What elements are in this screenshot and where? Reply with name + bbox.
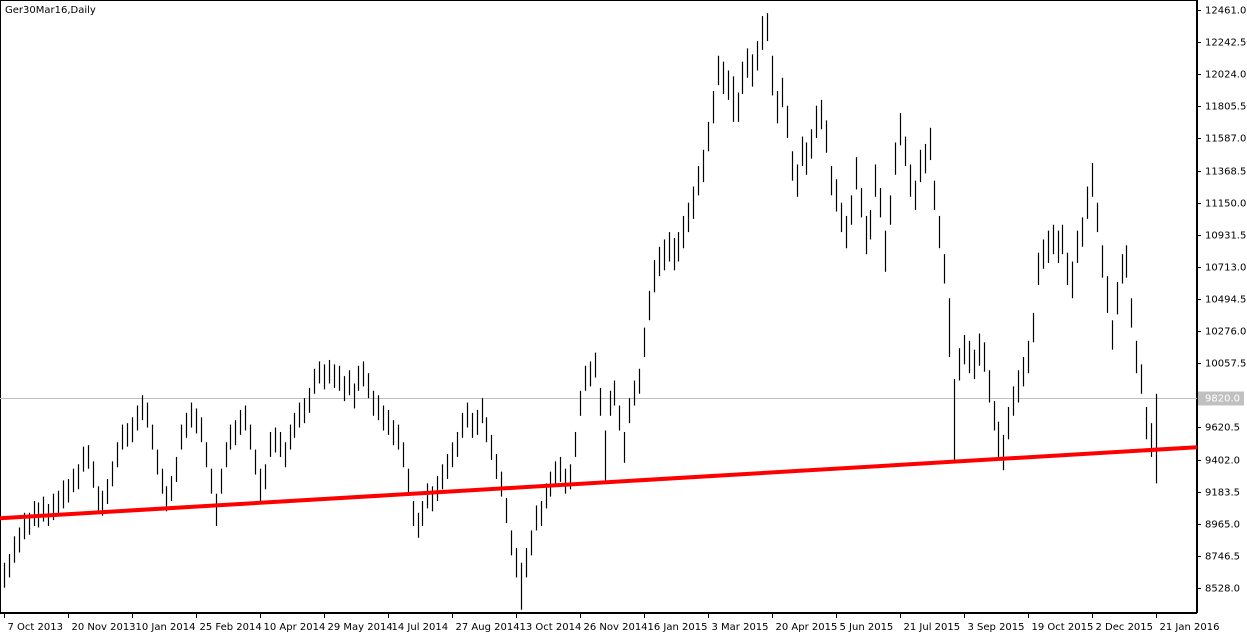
chart-title: Ger30Mar16,Daily (5, 5, 96, 16)
x-tick-label: 20 Apr 2015 (776, 622, 838, 633)
x-tick-label: 21 Jul 2015 (904, 622, 961, 633)
last-price-box (1198, 391, 1244, 406)
y-tick-label: 11805.5 (1205, 102, 1246, 113)
x-tick-label: 3 Mar 2015 (712, 622, 769, 633)
x-tick-label: 14 Jul 2014 (392, 622, 449, 633)
y-tick-label: 9620.5 (1205, 423, 1240, 434)
y-tick-label: 10931.5 (1205, 231, 1246, 242)
x-tick-label: 21 Jan 2016 (1160, 622, 1220, 633)
y-tick-label: 10494.5 (1205, 295, 1246, 306)
x-tick-label: 3 Sep 2015 (968, 622, 1025, 633)
x-tick-label: 19 Oct 2015 (1032, 622, 1094, 633)
x-tick-label: 20 Nov 2013 (72, 622, 136, 633)
x-tick-label: 26 Nov 2014 (584, 622, 648, 633)
y-tick-label: 8965.0 (1205, 520, 1240, 531)
x-tick-label: 16 Jan 2015 (648, 622, 708, 633)
y-tick-label: 11368.5 (1205, 167, 1246, 178)
last-price-label: 9820.0 (1205, 394, 1240, 405)
x-tick-label: 7 Oct 2013 (8, 622, 63, 633)
y-tick-label: 9183.5 (1205, 488, 1240, 499)
y-tick-label: 12461.0 (1205, 6, 1246, 17)
y-tick-label: 11150.0 (1205, 199, 1246, 210)
x-tick-label: 27 Aug 2014 (456, 622, 520, 633)
x-tick-label: 10 Apr 2014 (264, 622, 326, 633)
x-tick-label: 25 Feb 2014 (200, 622, 262, 633)
trendline (0, 445, 1198, 521)
y-tick-label: 11587.0 (1205, 134, 1246, 145)
y-tick-label: 10276.0 (1205, 327, 1246, 338)
x-tick-label: 10 Jan 2014 (136, 622, 196, 633)
plot-frame (0, 0, 1197, 613)
y-tick-label: 12024.0 (1205, 70, 1246, 81)
x-tick-label: 29 May 2014 (328, 622, 393, 633)
x-tick-label: 5 Jun 2015 (840, 622, 894, 633)
y-tick-label: 12242.5 (1205, 38, 1246, 49)
y-tick-label: 10057.5 (1205, 359, 1246, 370)
x-tick-label: 13 Oct 2014 (520, 622, 582, 633)
x-tick-label: 2 Dec 2015 (1096, 622, 1154, 633)
y-tick-label: 8528.0 (1205, 584, 1240, 595)
y-tick-label: 9402.0 (1205, 456, 1240, 467)
y-tick-label: 8746.5 (1205, 552, 1240, 563)
y-tick-label: 10713.0 (1205, 263, 1246, 274)
